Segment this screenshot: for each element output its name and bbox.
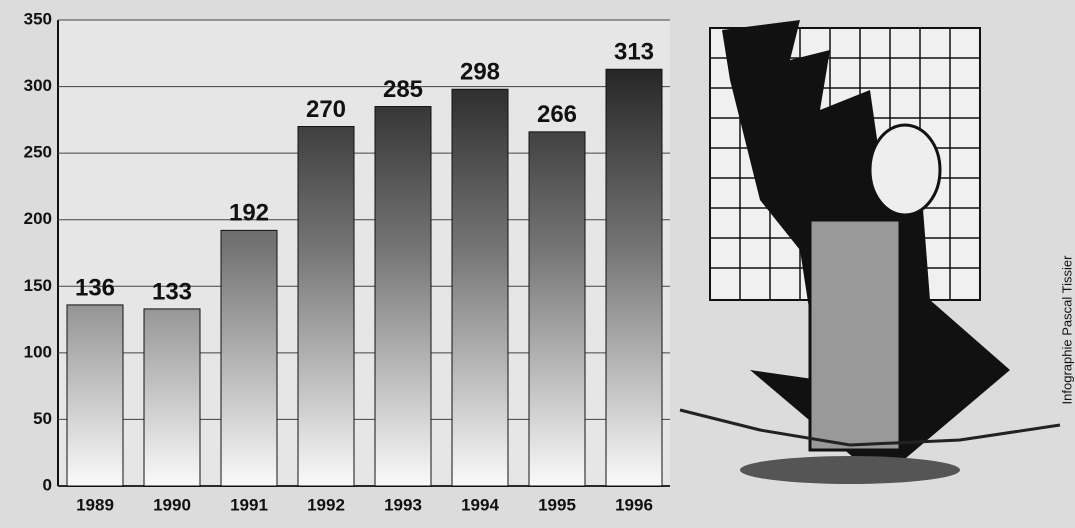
bar [67,305,123,486]
x-tick-label: 1994 [461,495,499,514]
value-label: 136 [75,274,115,301]
value-label: 298 [460,59,500,86]
y-tick-label: 50 [33,409,52,428]
y-tick-label: 150 [24,276,52,295]
bar [298,127,354,486]
value-label: 133 [152,278,192,305]
bar [529,132,585,486]
y-tick-label: 200 [24,209,52,228]
value-label: 270 [306,96,346,123]
value-label: 313 [614,39,654,66]
x-tick-label: 1996 [615,495,653,514]
chart: Infographie Pascal Tissier 0 50 100 150 200 2… [0,0,1075,528]
y-tick-label: 300 [24,76,52,95]
x-tick-label: 1995 [538,495,576,514]
x-tick-label: 1989 [76,495,114,514]
x-tick-label: 1992 [307,495,345,514]
value-label: 192 [229,200,269,227]
x-tick-label: 1990 [153,495,191,514]
bar [606,69,662,486]
bar [375,107,431,486]
bar [221,230,277,486]
y-tick-label: 0 [43,475,52,494]
credit: Infographie Pascal Tissier [1059,255,1074,405]
bar [144,309,200,486]
y-tick-label: 350 [24,9,52,28]
y-tick-label: 100 [24,342,52,361]
x-tick-label: 1993 [384,495,422,514]
value-label: 285 [383,76,423,103]
bar [452,89,508,486]
y-tick-label: 250 [24,143,52,162]
value-label: 266 [537,101,577,128]
x-tick-label: 1991 [230,495,268,514]
